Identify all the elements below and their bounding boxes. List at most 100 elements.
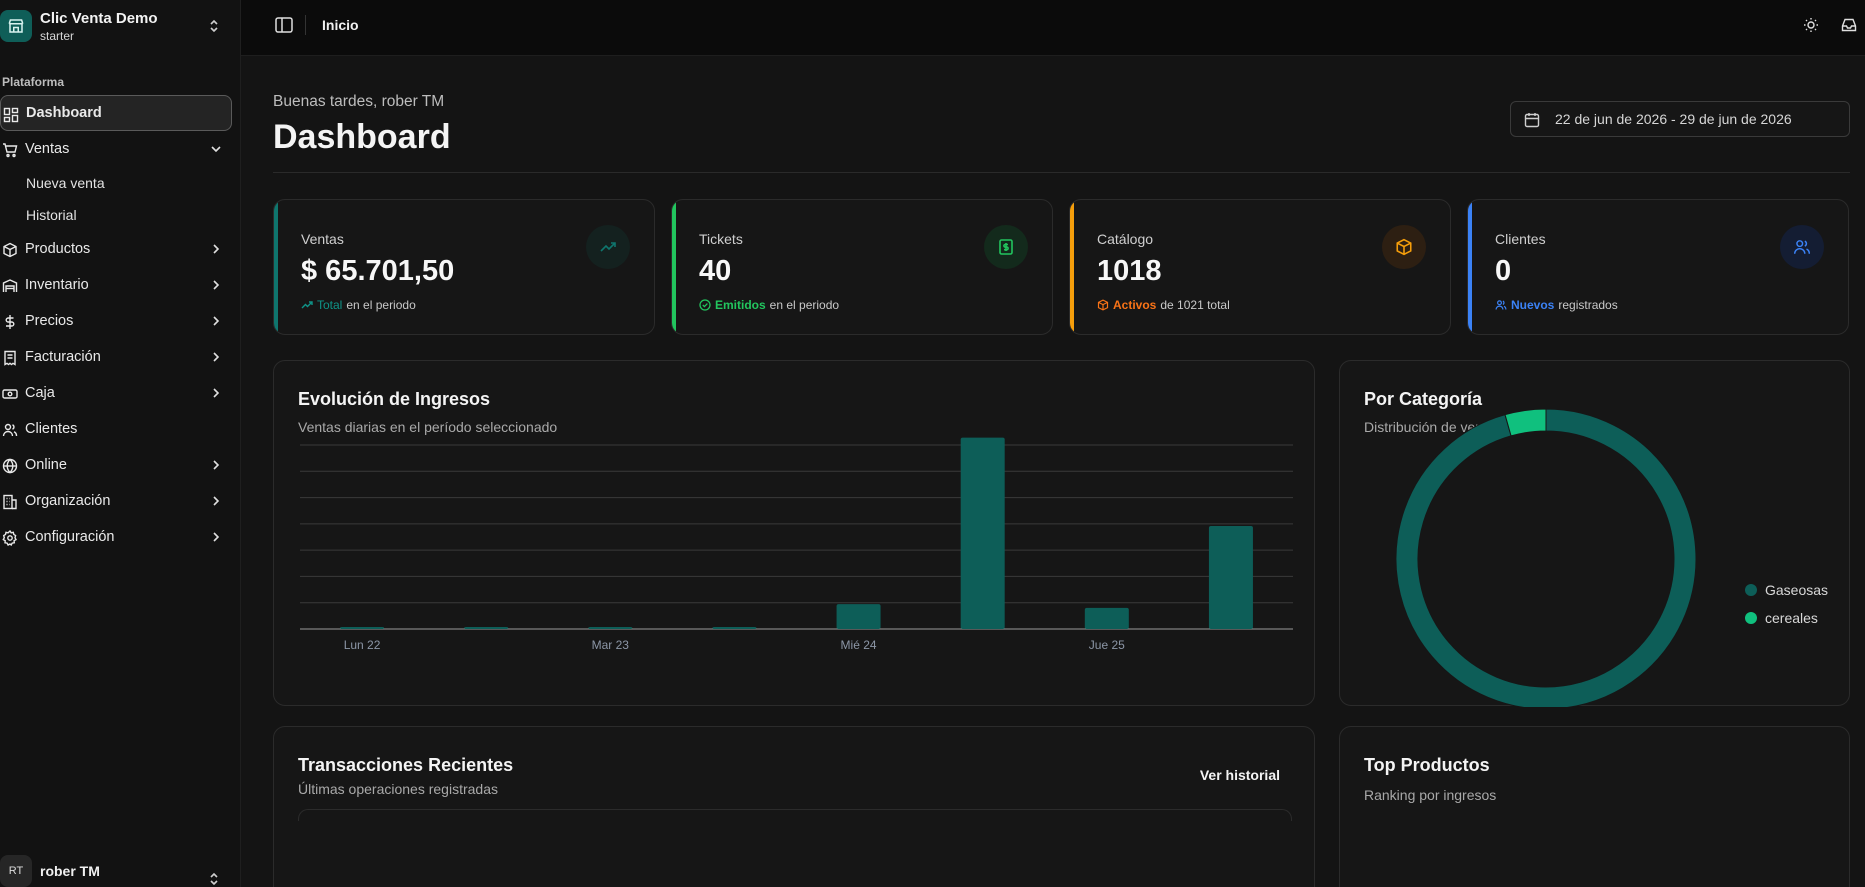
chevron-right-icon xyxy=(213,352,220,362)
legend-item: Gaseosas xyxy=(1745,576,1828,604)
stat-label: Catálogo xyxy=(1097,231,1154,247)
sidebar-item-label: Clientes xyxy=(25,421,78,437)
greeting: Buenas tardes, rober TM xyxy=(273,93,445,110)
package-icon xyxy=(1396,238,1412,256)
users-icon xyxy=(1495,300,1507,310)
user-menu[interactable]: RT rober TM xyxy=(0,855,232,887)
stat-footer: Total en el periodo xyxy=(301,298,416,312)
trending-up-icon xyxy=(600,242,616,252)
sidebar-item-dashboard[interactable]: Dashboard xyxy=(0,95,232,131)
sidebar-item-label: Ventas xyxy=(25,141,70,157)
sidebar-item-caja[interactable]: Caja xyxy=(0,375,232,411)
sidebar-item-label: Dashboard xyxy=(26,105,102,121)
transactions-card: Transacciones Recientes Últimas operacio… xyxy=(273,726,1315,887)
stat-value: 0 xyxy=(1495,255,1512,287)
bar-3 xyxy=(712,627,757,629)
bar-0 xyxy=(340,627,385,629)
chevron-right-icon xyxy=(213,244,220,254)
sidebar-item-configuracion[interactable]: Configuración xyxy=(0,519,232,555)
store-icon xyxy=(0,10,32,42)
sun-icon[interactable] xyxy=(1803,17,1819,33)
header-divider xyxy=(273,172,1850,173)
chevron-down-icon xyxy=(211,146,221,153)
stat-card-catalogo: Catálogo 1018 Activos de 1021 total xyxy=(1069,199,1451,335)
view-history-button[interactable]: Ver historial xyxy=(1199,767,1280,783)
breadcrumb[interactable]: Inicio xyxy=(322,17,359,33)
stat-footer-text: registrados xyxy=(1558,298,1618,312)
stat-icon-badge xyxy=(586,225,630,269)
sidebar-item-label: Productos xyxy=(25,241,91,257)
date-range-value: 22 de jun de 2026 - 29 de jun de 2026 xyxy=(1555,111,1792,127)
stat-highlight: Total xyxy=(317,298,343,312)
building-icon xyxy=(3,494,17,510)
stat-highlight: Nuevos xyxy=(1511,298,1555,312)
card-subtitle: Últimas operaciones registradas xyxy=(298,781,498,797)
sidebar-subitem-historial[interactable]: Historial xyxy=(26,207,77,223)
sidebar-item-clientes[interactable]: Clientes xyxy=(0,411,232,447)
sidebar-section-label: Plataforma xyxy=(2,75,65,89)
org-name: Clic Venta Demo xyxy=(40,9,158,27)
sidebar-item-facturacion[interactable]: Facturación xyxy=(0,339,232,375)
x-tick-label: Jue 25 xyxy=(1089,638,1125,652)
stat-card-ventas: Ventas $ 65.701,50 Total en el periodo xyxy=(273,199,655,335)
card-subtitle: Ranking por ingresos xyxy=(1364,787,1497,803)
legend-label: cereales xyxy=(1765,610,1818,626)
sidebar-item-label: Online xyxy=(25,457,67,473)
org-plan: starter xyxy=(40,28,75,43)
stat-footer: Emitidos en el periodo xyxy=(699,298,839,312)
sidebar-item-productos[interactable]: Productos xyxy=(0,231,232,267)
stat-value: 1018 xyxy=(1097,255,1162,287)
top-products-card: Top Productos Ranking por ingresos xyxy=(1339,726,1850,887)
card-title: Transacciones Recientes xyxy=(298,755,514,775)
globe-icon xyxy=(2,458,18,474)
x-tick-label: Mar 23 xyxy=(592,638,630,652)
dollar-icon xyxy=(5,315,15,329)
sidebar-item-online[interactable]: Online xyxy=(0,447,232,483)
main-content: Buenas tardes, rober TM Dashboard 22 de … xyxy=(241,56,1865,887)
page-title: Dashboard xyxy=(273,118,451,156)
sidebar-item-label: Inventario xyxy=(25,277,89,293)
sidebar-item-precios[interactable]: Precios xyxy=(0,303,232,339)
sidebar-item-organizacion[interactable]: Organización xyxy=(0,483,232,519)
category-chart-card: Por Categoría Distribución de ventas Gas… xyxy=(1339,360,1850,707)
inbox-icon[interactable] xyxy=(1841,17,1857,33)
revenue-chart-card: Evolución de Ingresos Ventas diarias en … xyxy=(273,360,1315,706)
card-title: Por Categoría xyxy=(1364,389,1483,409)
stat-accent-bar xyxy=(1468,200,1472,334)
stat-footer-text: en el periodo xyxy=(769,298,840,312)
chevron-right-icon xyxy=(213,532,220,542)
chevron-right-icon xyxy=(213,460,220,470)
stat-icon-badge xyxy=(1780,225,1824,269)
stat-label: Clientes xyxy=(1495,231,1546,247)
org-switcher[interactable]: Clic Venta Demo starter xyxy=(0,8,232,44)
card-title: Evolución de Ingresos xyxy=(298,389,491,409)
chevrons-up-down-icon xyxy=(210,19,218,33)
sidebar-item-label: Configuración xyxy=(25,529,115,545)
card-subtitle: Ventas diarias en el período seleccionad… xyxy=(298,419,558,435)
sidebar-subitem-nueva-venta[interactable]: Nueva venta xyxy=(26,175,105,191)
bar-4 xyxy=(836,604,881,629)
dashboard-icon xyxy=(3,107,19,123)
stat-value: $ 65.701,50 xyxy=(301,255,455,287)
stat-icon-badge xyxy=(984,225,1028,269)
category-donut-chart xyxy=(1395,408,1697,707)
chevron-right-icon xyxy=(213,496,220,506)
receipt-icon xyxy=(4,350,16,366)
toggle-sidebar-icon[interactable] xyxy=(275,17,293,33)
stat-accent-bar xyxy=(274,200,278,334)
bar-6 xyxy=(1084,607,1129,629)
stat-card-clientes: Clientes 0 Nuevos registrados xyxy=(1467,199,1849,335)
calendar-icon xyxy=(1524,113,1540,128)
chart-legend: Gaseosas cereales xyxy=(1745,576,1828,632)
stat-accent-bar xyxy=(1070,200,1074,334)
date-range-picker[interactable]: 22 de jun de 2026 - 29 de jun de 2026 xyxy=(1510,101,1850,137)
package-icon xyxy=(1097,299,1109,311)
warehouse-icon xyxy=(2,279,18,292)
sidebar-item-inventario[interactable]: Inventario xyxy=(0,267,232,303)
sidebar-item-ventas[interactable]: Ventas xyxy=(0,131,232,167)
cash-icon xyxy=(2,389,18,399)
stat-footer: Activos de 1021 total xyxy=(1097,298,1230,312)
sidebar: Clic Venta Demo starter Plataforma Dashb… xyxy=(0,0,241,887)
x-tick-label: Mié 24 xyxy=(841,638,877,652)
revenue-bar-chart: Lun 22 Mar 23 Mié 24 Jue 25 xyxy=(300,437,1293,652)
